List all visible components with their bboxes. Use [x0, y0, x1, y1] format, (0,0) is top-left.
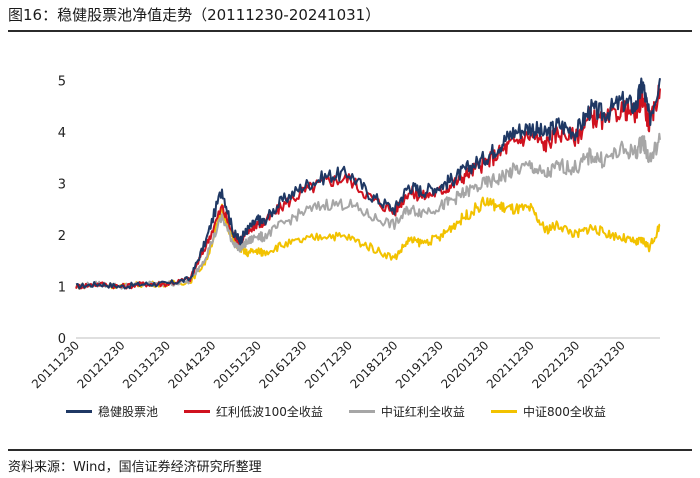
y-tick-label: 3 — [58, 178, 66, 193]
series-line-0 — [75, 77, 661, 290]
x-tick-label: 20151230 — [211, 338, 264, 391]
y-tick-label: 4 — [58, 126, 66, 141]
x-tick-label: 20161230 — [256, 338, 309, 391]
legend-swatch — [184, 410, 211, 413]
x-tick-label: 20111230 — [29, 338, 82, 391]
title-rule — [8, 30, 692, 32]
page-title: 图16：稳健股票池净值走势（20111230-20241031） — [8, 6, 381, 24]
legend-item: 中证红利全收益 — [348, 403, 465, 420]
x-tick-label: 20221230 — [529, 338, 582, 391]
legend-swatch — [66, 410, 92, 413]
y-tick-label: 1 — [58, 281, 66, 296]
x-tick-label: 20201230 — [438, 338, 491, 391]
y-tick-label: 0 — [58, 332, 66, 347]
y-axis: 0 1 2 3 4 5 — [58, 75, 66, 347]
x-tick-label: 20131230 — [120, 338, 173, 391]
x-tick-label: 20191230 — [393, 338, 446, 391]
source-note: 资料来源：Wind，国信证券经济研究所整理 — [8, 460, 262, 475]
legend-label: 中证红利全收益 — [380, 405, 465, 419]
legend-swatch — [348, 410, 375, 413]
x-tick-label: 20231230 — [575, 338, 628, 391]
x-tick-label: 20211230 — [484, 338, 537, 391]
x-tick-label: 20121230 — [75, 338, 128, 391]
series-line-3 — [75, 196, 661, 290]
series-line-1 — [75, 84, 661, 290]
source-rule — [8, 449, 692, 451]
legend-item: 中证800全收益 — [490, 403, 606, 420]
y-tick-label: 2 — [58, 229, 66, 244]
legend-label: 中证800全收益 — [522, 405, 606, 419]
legend-item: 红利低波100全收益 — [184, 403, 323, 420]
x-tick-label: 20171230 — [302, 338, 355, 391]
x-tick-label: 20141230 — [165, 338, 218, 391]
legend-label: 红利低波100全收益 — [216, 405, 323, 419]
legend-label: 稳健股票池 — [98, 405, 159, 419]
legend-item: 稳健股票池 — [66, 403, 158, 420]
x-tick-label: 20181230 — [347, 338, 400, 391]
x-axis: 2011123020121230201312302014123020151230… — [29, 337, 660, 391]
legend-swatch — [490, 410, 517, 413]
chart-legend: 稳健股票池 红利低波100全收益 中证红利全收益 中证800全收益 — [66, 402, 632, 420]
series-line-2 — [75, 132, 661, 290]
series-lines — [75, 77, 661, 290]
y-tick-label: 5 — [58, 75, 66, 90]
